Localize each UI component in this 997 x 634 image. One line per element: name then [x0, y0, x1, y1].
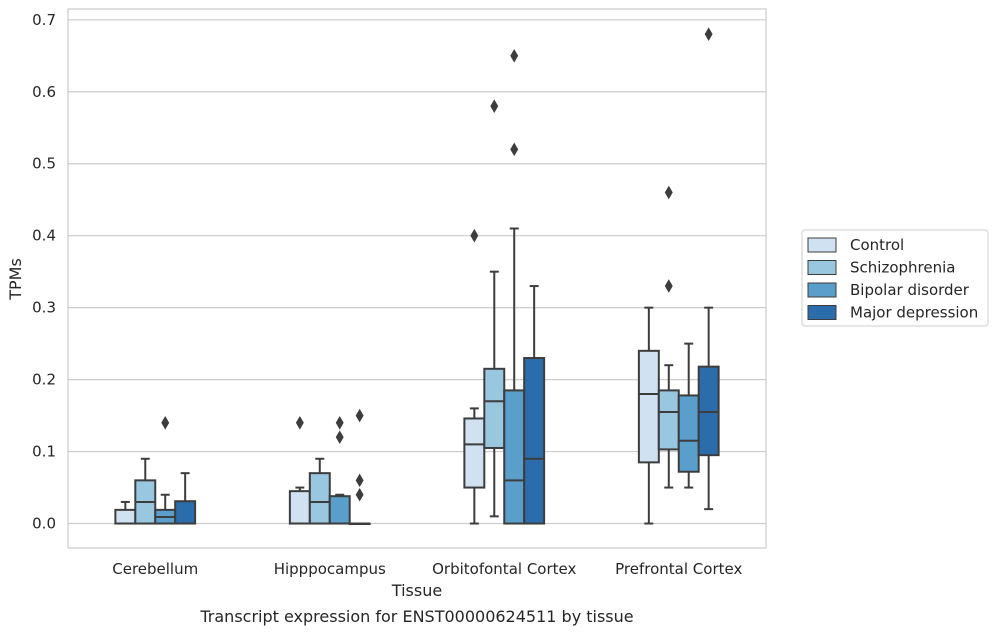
box [637, 349, 660, 464]
box-group [523, 285, 546, 525]
box-group [134, 457, 157, 525]
box [523, 357, 546, 525]
x-tick-label: Hipppocampus [274, 560, 386, 578]
y-tick-label: 0.5 [32, 155, 56, 173]
box-group [657, 185, 680, 489]
box-group [348, 408, 371, 526]
box-group [174, 472, 197, 525]
box-group [114, 500, 137, 525]
box [174, 500, 197, 525]
box [114, 508, 137, 525]
chart-caption: Transcript expression for ENST0000062451… [199, 607, 633, 626]
legend-swatch [807, 237, 837, 253]
y-tick-label: 0.4 [32, 227, 56, 245]
x-tick-label: Prefrontal Cortex [615, 560, 742, 578]
outlier-point [664, 279, 673, 293]
box [503, 389, 526, 525]
box [657, 389, 680, 451]
outlier-point [510, 48, 519, 63]
box [328, 495, 351, 525]
x-tick-labels: Cerebellum Hipppocampus Orbitofontal Corte… [112, 560, 742, 578]
box [308, 472, 331, 525]
box-group [463, 228, 486, 525]
box [288, 490, 311, 525]
box-group [288, 415, 311, 525]
box-group [503, 48, 526, 525]
plot-frame [67, 8, 767, 549]
legend-items: Control Schizophrenia Bipolar disorder Majo… [807, 236, 978, 322]
outlier-point [490, 99, 499, 113]
box [483, 367, 506, 449]
legend: Control Schizophrenia Bipolar disorder Majo… [801, 229, 989, 327]
x-axis-label: Tissue [391, 581, 442, 600]
y-tick-label: 0.2 [32, 371, 56, 389]
x-tick-label: Cerebellum [112, 560, 198, 578]
box-marks [114, 27, 720, 526]
y-tick-label: 0.0 [32, 515, 56, 533]
y-axis-label: TPMs [6, 258, 25, 301]
x-tick-label: Orbitofontal Cortex [432, 560, 576, 578]
legend-label: Schizophrenia [850, 259, 955, 277]
legend-label: Major depression [850, 304, 978, 322]
legend-swatch [807, 282, 837, 298]
outlier-point [355, 487, 364, 502]
legend-frame [801, 229, 989, 327]
outlier-point [664, 185, 673, 200]
legend-swatch [807, 260, 837, 275]
outlier-point [295, 415, 304, 430]
y-tick-label: 0.6 [32, 83, 56, 101]
y-tick-label: 0.7 [32, 11, 56, 29]
box [697, 365, 720, 457]
y-tick-labels: 0.0 0.1 0.2 0.3 0.4 0.5 0.6 0.7 [32, 11, 56, 533]
outlier-point [510, 142, 519, 157]
y-tick-label: 0.1 [32, 443, 56, 461]
outlier-point [355, 473, 364, 488]
legend-label: Bipolar disorder [850, 281, 970, 299]
box-group [154, 415, 177, 525]
legend-swatch [807, 305, 837, 320]
outlier-point [355, 408, 364, 423]
outlier-point [161, 415, 170, 430]
box [677, 394, 700, 473]
box [463, 417, 486, 489]
box-group [308, 457, 331, 525]
legend-label: Control [850, 236, 904, 254]
box-group [677, 342, 700, 489]
outlier-point [335, 415, 344, 430]
gridlines [68, 19, 766, 525]
outlier-point [335, 430, 344, 444]
box-group [697, 27, 720, 511]
y-tick-label: 0.3 [32, 299, 56, 317]
outlier-point [470, 228, 479, 243]
outlier-point [704, 27, 713, 41]
box-group [328, 415, 351, 525]
box-group [637, 306, 660, 525]
